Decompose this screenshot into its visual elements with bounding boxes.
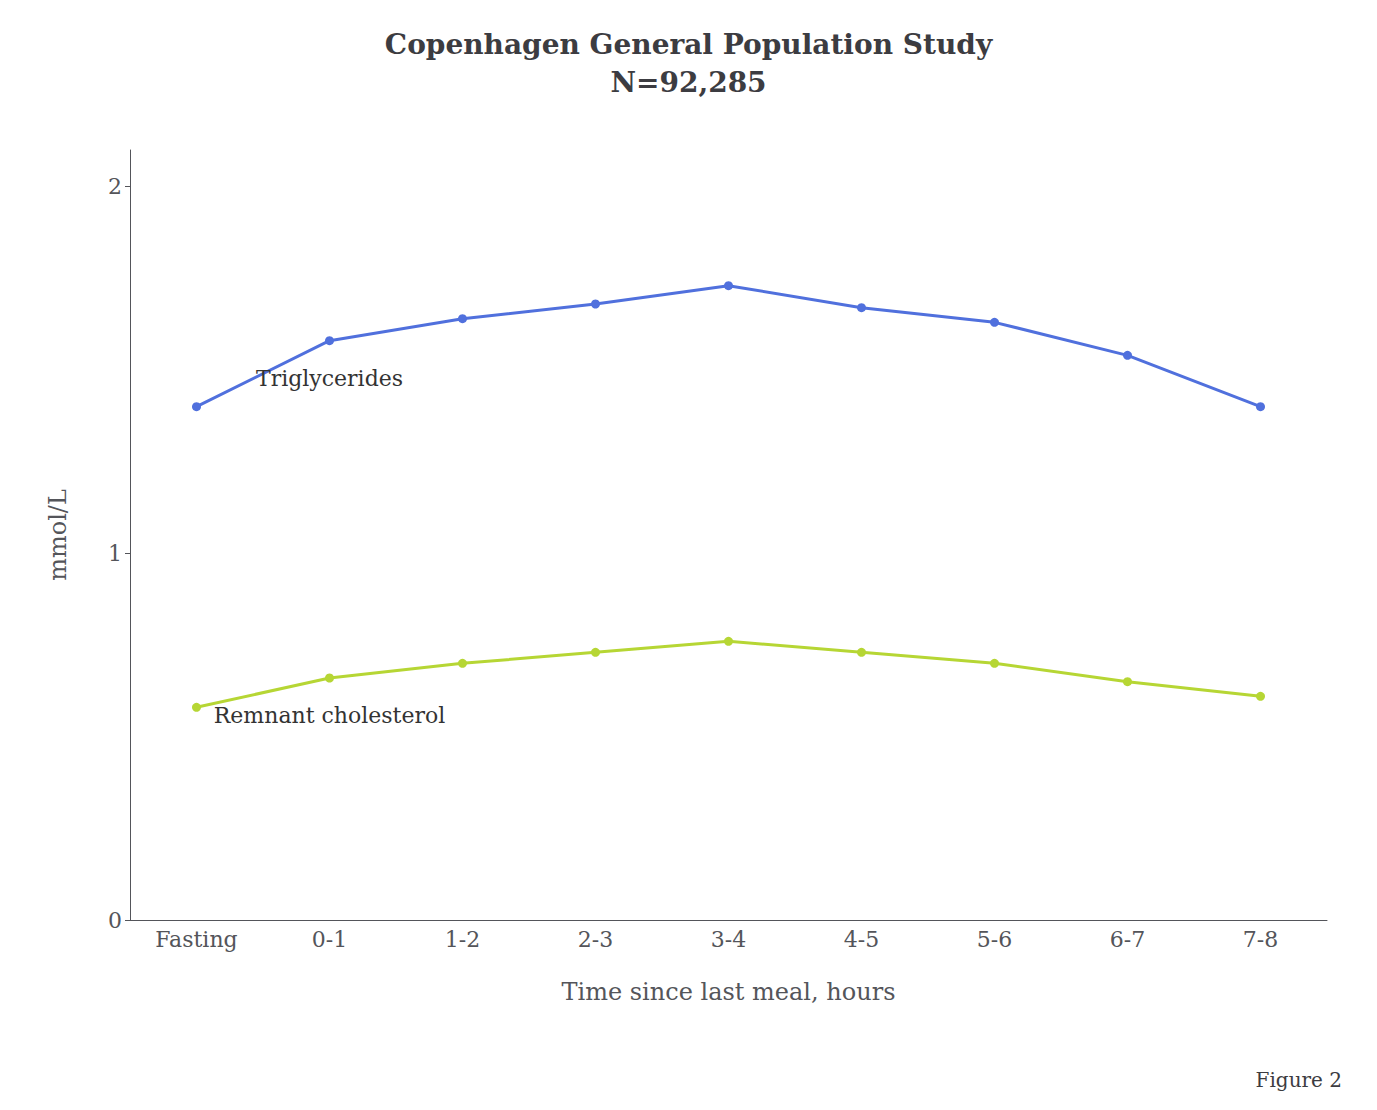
svg-text:3-4: 3-4 (711, 927, 746, 952)
svg-text:Time since last meal, hours: Time since last meal, hours (562, 978, 896, 1006)
svg-text:1: 1 (108, 541, 122, 566)
svg-text:Figure 2: Figure 2 (1256, 1068, 1342, 1092)
svg-text:Triglycerides: Triglycerides (256, 366, 403, 391)
svg-text:2-3: 2-3 (578, 927, 613, 952)
svg-text:6-7: 6-7 (1110, 927, 1145, 952)
svg-text:2: 2 (108, 174, 122, 199)
svg-text:N=92,285: N=92,285 (610, 66, 766, 99)
svg-text:0: 0 (108, 908, 122, 933)
svg-text:0-1: 0-1 (312, 927, 347, 952)
svg-text:5-6: 5-6 (977, 927, 1012, 952)
svg-text:Remnant cholesterol: Remnant cholesterol (214, 703, 445, 728)
svg-text:4-5: 4-5 (844, 927, 879, 952)
svg-text:1-2: 1-2 (445, 927, 480, 952)
svg-text:Copenhagen General Population: Copenhagen General Population Study (385, 28, 993, 61)
svg-text:Fasting: Fasting (155, 927, 237, 952)
svg-text:7-8: 7-8 (1243, 927, 1278, 952)
svg-text:mmol/L: mmol/L (44, 489, 72, 581)
